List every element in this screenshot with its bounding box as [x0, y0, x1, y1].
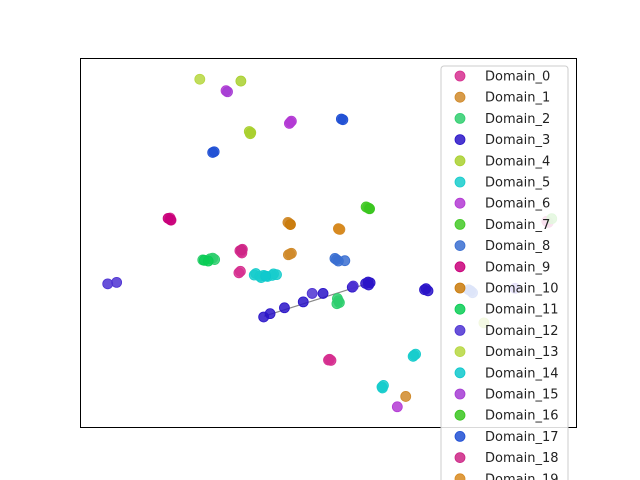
point-domain-2-7	[333, 297, 345, 309]
point-domain-15-0	[222, 86, 233, 98]
point-domain-5-11	[407, 350, 419, 362]
legend-label-domain-15: Domain_15	[485, 388, 559, 403]
data-points	[102, 73, 558, 413]
legend-marker-domain-5	[454, 176, 466, 188]
point-domain-19-0	[333, 223, 345, 235]
point-domain-12-1	[111, 276, 123, 288]
legend-marker-domain-1	[454, 91, 466, 103]
legend-label-domain-13: Domain_13	[485, 345, 559, 360]
legend-marker-domain-18	[454, 452, 466, 464]
point-domain-9-1	[165, 214, 176, 226]
legend-label-domain-10: Domain_10	[485, 282, 559, 297]
point-domain-13-0	[194, 73, 206, 85]
legend-marker-domain-9	[454, 261, 466, 273]
legend-marker-domain-7	[454, 218, 466, 230]
point-domain-6-4	[391, 401, 403, 413]
legend-marker-domain-3	[454, 134, 466, 146]
legend-marker-domain-16	[454, 409, 466, 421]
point-domain-4-3	[244, 128, 256, 140]
point-domain-10-0	[284, 219, 296, 231]
point-domain-3-4	[317, 288, 329, 299]
legend: Domain_0 Domain_1 Domain_2 Domain_3 Domain_4…	[440, 65, 569, 480]
legend-marker-domain-12	[454, 324, 466, 336]
legend-marker-domain-19	[454, 473, 466, 480]
legend-label-domain-19: Domain_19	[485, 472, 559, 480]
legend-marker-domain-11	[454, 303, 466, 315]
point-domain-3-12	[419, 284, 430, 296]
point-domain-3-3	[297, 296, 309, 308]
point-domain-0-11	[323, 354, 334, 366]
legend-marker-domain-2	[454, 113, 466, 124]
legend-label-domain-12: Domain_12	[485, 324, 559, 339]
point-domain-5-14	[377, 382, 388, 394]
legend-marker-domain-0	[454, 70, 466, 82]
point-domain-12-0	[102, 278, 114, 290]
point-domain-11-1	[202, 255, 214, 267]
legend-marker-domain-17	[454, 430, 466, 442]
legend-label-domain-7: Domain_7	[485, 218, 550, 233]
legend-label-domain-2: Domain_2	[485, 112, 550, 127]
point-domain-3-9	[362, 276, 374, 288]
legend-marker-domain-13	[454, 346, 466, 358]
legend-label-domain-3: Domain_3	[485, 133, 550, 148]
legend-label-domain-18: Domain_18	[485, 451, 559, 466]
point-domain-1-5	[283, 249, 294, 261]
point-domain-16-0	[364, 203, 375, 215]
point-domain-4-0	[235, 75, 247, 87]
point-domain-3-1	[264, 308, 276, 320]
point-domain-12-3	[306, 288, 318, 299]
legend-label-domain-5: Domain_5	[485, 176, 550, 191]
legend-label-domain-11: Domain_11	[485, 303, 559, 318]
point-domain-1-8	[400, 391, 412, 402]
legend-marker-domain-15	[454, 388, 466, 400]
point-domain-8-2	[329, 253, 341, 264]
legend-label-domain-4: Domain_4	[485, 154, 550, 169]
legend-marker-domain-6	[454, 197, 466, 209]
legend-frame	[440, 65, 569, 480]
point-domain-12-4	[347, 280, 359, 292]
legend-marker-domain-8	[454, 240, 466, 252]
point-domain-3-2	[279, 302, 290, 314]
legend-label-domain-8: Domain_8	[485, 239, 550, 254]
point-domain-17-3	[337, 114, 349, 126]
point-domain-14-0	[260, 270, 272, 282]
legend-marker-domain-10	[454, 282, 466, 294]
legend-marker-domain-14	[454, 367, 466, 379]
legend-label-domain-6: Domain_6	[485, 197, 550, 212]
legend-label-domain-17: Domain_17	[485, 430, 559, 445]
legend-marker-domain-4	[454, 155, 466, 167]
legend-label-domain-14: Domain_14	[485, 366, 559, 381]
point-domain-8-3	[339, 255, 351, 267]
legend-label-domain-0: Domain_0	[485, 70, 550, 85]
point-domain-18-0	[235, 244, 247, 256]
point-domain-6-3	[283, 118, 295, 129]
point-domain-17-1	[208, 146, 220, 158]
legend-label-domain-16: Domain_16	[485, 409, 559, 424]
legend-label-domain-1: Domain_1	[485, 91, 550, 106]
point-domain-0-8	[234, 265, 246, 277]
legend-label-domain-9: Domain_9	[485, 260, 550, 275]
